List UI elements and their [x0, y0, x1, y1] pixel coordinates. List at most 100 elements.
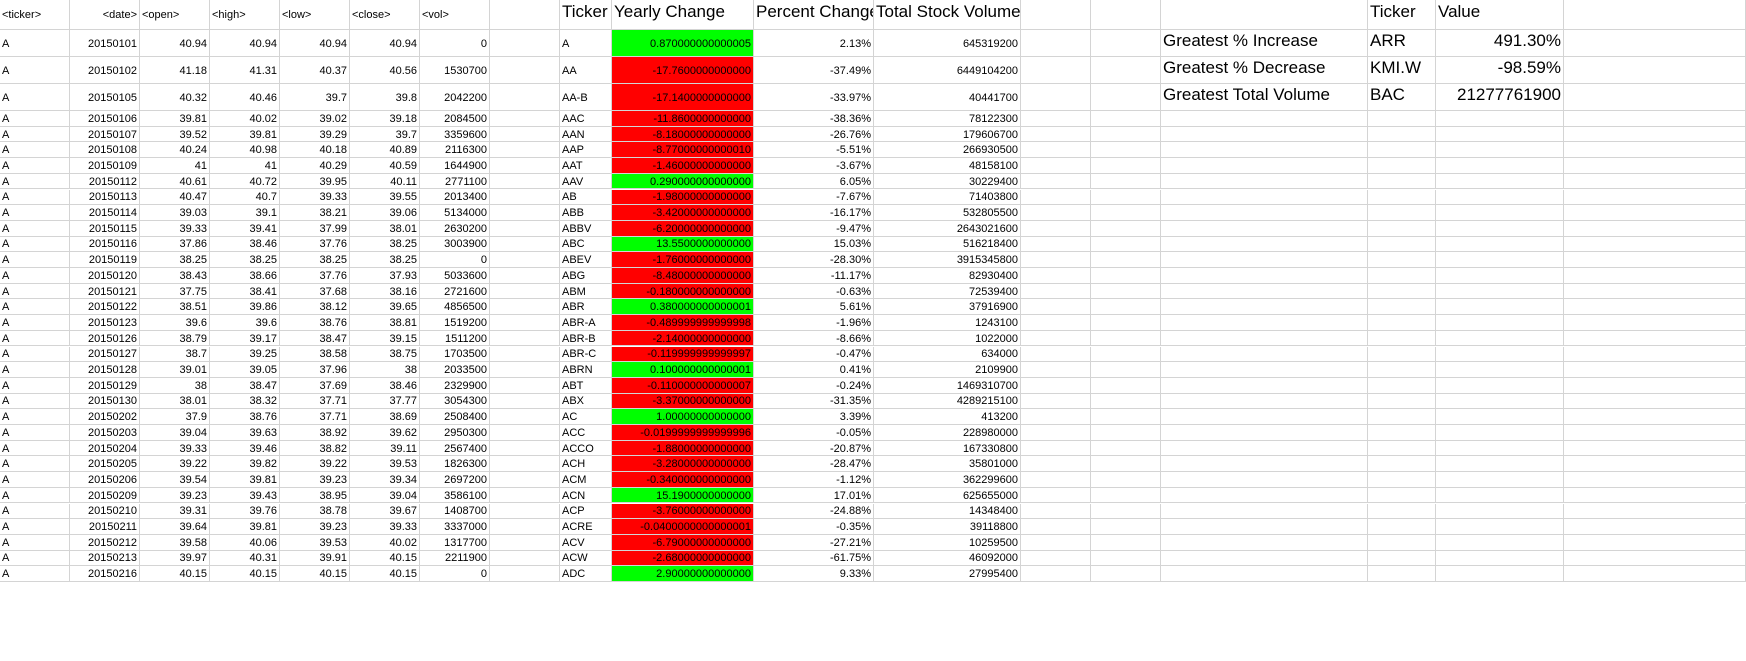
empty-cell[interactable] — [1091, 550, 1161, 567]
total-volume-cell[interactable]: 645319200 — [874, 30, 1021, 57]
percent-change-cell[interactable]: -27.21% — [754, 534, 874, 551]
empty-cell[interactable] — [1091, 158, 1161, 174]
raw-data-cell[interactable]: 20150126 — [70, 330, 140, 347]
raw-data-cell[interactable]: 38.01 — [350, 220, 420, 237]
empty-cell[interactable] — [1564, 393, 1746, 410]
empty-cell[interactable] — [490, 456, 560, 473]
raw-data-cell[interactable]: A — [0, 142, 70, 159]
greatest-label-cell[interactable]: Greatest % Increase — [1161, 30, 1368, 57]
empty-cell[interactable] — [1564, 189, 1746, 206]
raw-data-cell[interactable]: 39.95 — [280, 173, 350, 190]
raw-data-cell[interactable]: 37.75 — [140, 283, 210, 300]
empty-cell[interactable] — [1161, 299, 1368, 316]
raw-data-cell[interactable]: 39.01 — [140, 362, 210, 378]
raw-data-cell[interactable]: 39.81 — [140, 111, 210, 127]
empty-cell[interactable] — [1564, 456, 1746, 473]
empty-cell[interactable] — [1091, 377, 1161, 394]
raw-data-cell[interactable]: 39.04 — [350, 487, 420, 504]
raw-data-cell[interactable]: 20150105 — [70, 84, 140, 111]
empty-cell[interactable] — [1091, 111, 1161, 127]
summary-header-cell[interactable]: Total Stock Volume — [874, 0, 1021, 30]
empty-cell[interactable] — [1564, 534, 1746, 551]
raw-data-cell[interactable]: 38.47 — [280, 330, 350, 347]
yearly-change-cell[interactable]: -17.1400000000000 — [612, 84, 754, 111]
empty-cell[interactable] — [1161, 220, 1368, 237]
raw-data-cell[interactable]: 38.47 — [210, 377, 280, 394]
total-volume-cell[interactable]: 37916900 — [874, 299, 1021, 316]
raw-data-cell[interactable]: 38.76 — [280, 315, 350, 331]
empty-cell[interactable] — [1091, 393, 1161, 410]
raw-data-cell[interactable]: 37.99 — [280, 220, 350, 237]
percent-change-cell[interactable]: -37.49% — [754, 57, 874, 84]
empty-cell[interactable] — [490, 315, 560, 331]
empty-cell[interactable] — [1436, 393, 1564, 410]
empty-cell[interactable] — [1161, 440, 1368, 457]
total-volume-cell[interactable]: 14348400 — [874, 503, 1021, 520]
raw-data-cell[interactable]: A — [0, 503, 70, 520]
empty-cell[interactable] — [490, 440, 560, 457]
raw-data-cell[interactable]: A — [0, 57, 70, 84]
yearly-change-cell[interactable]: -8.77000000000010 — [612, 142, 754, 159]
empty-cell[interactable] — [490, 220, 560, 237]
percent-change-cell[interactable]: 9.33% — [754, 566, 874, 582]
yearly-change-cell[interactable]: -3.42000000000000 — [612, 205, 754, 221]
percent-change-cell[interactable]: -0.05% — [754, 425, 874, 441]
empty-cell[interactable] — [490, 142, 560, 159]
empty-cell[interactable] — [1161, 519, 1368, 535]
raw-data-cell[interactable]: 40.06 — [210, 534, 280, 551]
raw-data-cell[interactable]: 39.62 — [350, 425, 420, 441]
summary-ticker-cell[interactable]: AAN — [560, 126, 612, 143]
total-volume-cell[interactable]: 48158100 — [874, 158, 1021, 174]
raw-header-cell[interactable]: <vol> — [420, 0, 490, 30]
summary-header-cell[interactable]: Ticker — [560, 0, 612, 30]
empty-cell[interactable] — [1436, 205, 1564, 221]
summary-ticker-cell[interactable]: ACM — [560, 472, 612, 488]
percent-change-cell[interactable]: -26.76% — [754, 126, 874, 143]
raw-data-cell[interactable]: 39.52 — [140, 126, 210, 143]
raw-data-cell[interactable]: A — [0, 126, 70, 143]
raw-data-cell[interactable]: 38.25 — [350, 252, 420, 268]
greatest-value-cell[interactable]: -98.59% — [1436, 57, 1564, 84]
empty-cell[interactable] — [1021, 503, 1091, 520]
percent-change-cell[interactable]: 0.41% — [754, 362, 874, 378]
raw-data-cell[interactable]: 39.33 — [140, 220, 210, 237]
raw-data-cell[interactable]: 20150120 — [70, 268, 140, 284]
empty-cell[interactable] — [1436, 126, 1564, 143]
empty-cell[interactable] — [490, 173, 560, 190]
empty-cell[interactable] — [1161, 487, 1368, 504]
empty-cell[interactable] — [1436, 503, 1564, 520]
raw-data-cell[interactable]: 20150119 — [70, 252, 140, 268]
empty-cell[interactable] — [1021, 158, 1091, 174]
empty-cell[interactable] — [1091, 252, 1161, 268]
empty-cell[interactable] — [1368, 205, 1436, 221]
empty-cell[interactable] — [1091, 126, 1161, 143]
total-volume-cell[interactable]: 30229400 — [874, 173, 1021, 190]
empty-cell[interactable] — [1436, 425, 1564, 441]
raw-data-cell[interactable]: 38.32 — [210, 393, 280, 410]
raw-data-cell[interactable]: A — [0, 268, 70, 284]
empty-cell[interactable] — [1368, 111, 1436, 127]
raw-data-cell[interactable]: 39.23 — [280, 519, 350, 535]
raw-data-cell[interactable]: A — [0, 487, 70, 504]
raw-data-cell[interactable]: A — [0, 173, 70, 190]
raw-data-cell[interactable]: 37.93 — [350, 268, 420, 284]
raw-data-cell[interactable]: 39.63 — [210, 425, 280, 441]
raw-data-cell[interactable]: 41 — [140, 158, 210, 174]
empty-cell[interactable] — [1436, 456, 1564, 473]
raw-data-cell[interactable]: 39.06 — [350, 205, 420, 221]
raw-data-cell[interactable]: 5134000 — [420, 205, 490, 221]
raw-data-cell[interactable]: 39.55 — [350, 189, 420, 206]
empty-cell[interactable] — [1021, 315, 1091, 331]
raw-data-cell[interactable]: 38.76 — [210, 409, 280, 425]
empty-cell[interactable] — [1021, 252, 1091, 268]
total-volume-cell[interactable]: 362299600 — [874, 472, 1021, 488]
summary-ticker-cell[interactable]: ABX — [560, 393, 612, 410]
total-volume-cell[interactable]: 179606700 — [874, 126, 1021, 143]
raw-data-cell[interactable]: 39.33 — [140, 440, 210, 457]
summary-ticker-cell[interactable]: ABR-A — [560, 315, 612, 331]
yearly-change-cell[interactable]: 15.1900000000000 — [612, 487, 754, 504]
yearly-change-cell[interactable]: -0.180000000000000 — [612, 283, 754, 300]
raw-data-cell[interactable]: 40.31 — [210, 550, 280, 567]
raw-data-cell[interactable]: 40.15 — [280, 566, 350, 582]
